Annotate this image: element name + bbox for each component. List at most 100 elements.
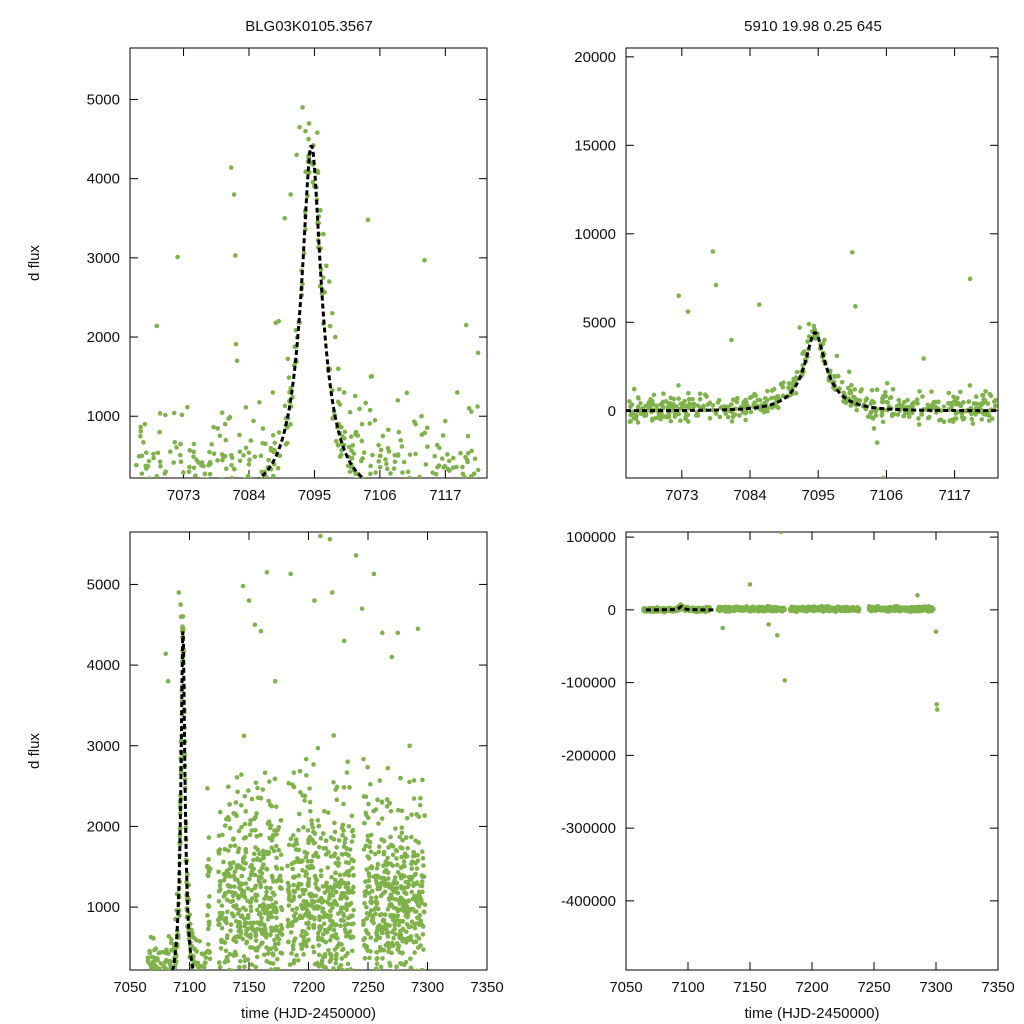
data-point: [419, 849, 425, 854]
data-point: [392, 926, 397, 932]
data-point: [422, 813, 427, 818]
data-point: [422, 902, 428, 907]
data-point: [363, 400, 368, 406]
data-point: [915, 401, 920, 406]
data-point: [389, 942, 395, 948]
data-point: [219, 523, 224, 528]
data-point: [396, 488, 401, 493]
data-point: [149, 999, 154, 1004]
data-point: [308, 809, 313, 814]
data-point: [306, 880, 311, 885]
data-point: [411, 849, 416, 855]
data-point: [151, 999, 156, 1004]
data-point: [156, 980, 161, 985]
data-point: [457, 505, 462, 510]
data-point: [154, 991, 159, 996]
data-point: [200, 1000, 205, 1005]
data-point: [916, 416, 921, 421]
data-point: [382, 889, 388, 894]
data-point: [420, 932, 426, 937]
data-point: [160, 1015, 165, 1020]
data-point: [416, 840, 421, 845]
data-point: [234, 480, 239, 485]
data-point: [153, 985, 158, 990]
data-point: [473, 512, 478, 517]
data-point-outlier: [834, 353, 840, 359]
data-point: [203, 1017, 208, 1022]
data-point: [158, 512, 163, 517]
data-point: [981, 393, 986, 398]
plot-area: [145, 533, 428, 1022]
data-point: [344, 967, 350, 970]
data-point: [221, 859, 226, 865]
data-point: [401, 859, 407, 864]
data-point: [202, 1005, 207, 1010]
data-point: [396, 807, 401, 813]
data-point: [272, 892, 277, 898]
data-point: [251, 857, 256, 863]
data-point: [286, 897, 292, 903]
data-point: [285, 917, 291, 923]
data-point: [159, 1004, 164, 1009]
data-point: [385, 855, 390, 861]
data-point: [333, 956, 339, 962]
data-point: [243, 405, 249, 410]
data-point: [342, 429, 348, 435]
data-point: [266, 912, 272, 918]
data-point: [628, 418, 634, 424]
data-point: [319, 961, 325, 966]
data-point-outlier: [243, 445, 249, 451]
data-point: [839, 379, 845, 385]
data-point: [345, 889, 350, 895]
y-tick-label: 4000: [87, 171, 120, 188]
data-point-outlier: [636, 396, 641, 401]
data-point: [450, 455, 456, 461]
plot-area: [626, 249, 998, 478]
data-point: [300, 868, 305, 873]
data-point: [245, 473, 251, 478]
data-point: [327, 908, 333, 914]
data-point: [472, 456, 478, 462]
data-point: [377, 844, 382, 850]
data-point: [880, 419, 886, 425]
data-point: [409, 889, 415, 895]
data-point: [232, 869, 238, 875]
data-point: [301, 942, 307, 947]
data-point: [310, 944, 316, 950]
data-point: [153, 1001, 158, 1006]
data-point: [245, 915, 251, 921]
data-point: [189, 509, 194, 514]
data-point: [868, 411, 873, 416]
y-tick-label: -300000: [561, 820, 616, 837]
data-point-outlier: [332, 334, 338, 340]
data-point: [154, 980, 159, 985]
data-point: [137, 502, 142, 507]
data-point: [966, 399, 972, 404]
data-point-outlier: [193, 473, 198, 478]
data-point: [226, 817, 232, 822]
data-point: [253, 780, 259, 786]
data-point: [762, 400, 767, 406]
data-point: [272, 447, 277, 453]
data-point: [394, 964, 399, 970]
data-point: [145, 970, 150, 975]
data-point: [246, 450, 252, 455]
data-point: [313, 971, 318, 976]
data-point: [197, 1010, 202, 1015]
data-point-outlier: [850, 250, 855, 255]
data-point: [400, 919, 406, 924]
data-point: [854, 407, 860, 413]
data-point: [152, 980, 157, 985]
data-point: [384, 461, 389, 467]
data-point: [255, 785, 260, 791]
data-point: [368, 849, 374, 855]
data-point: [361, 450, 367, 455]
data-point: [403, 959, 409, 965]
data-point: [391, 969, 395, 970]
plot-frame: [129, 47, 488, 479]
data-point: [156, 1010, 161, 1015]
data-point: [156, 1016, 161, 1021]
data-point-outlier: [347, 409, 353, 415]
data-point: [151, 996, 156, 1001]
data-point: [291, 882, 296, 888]
